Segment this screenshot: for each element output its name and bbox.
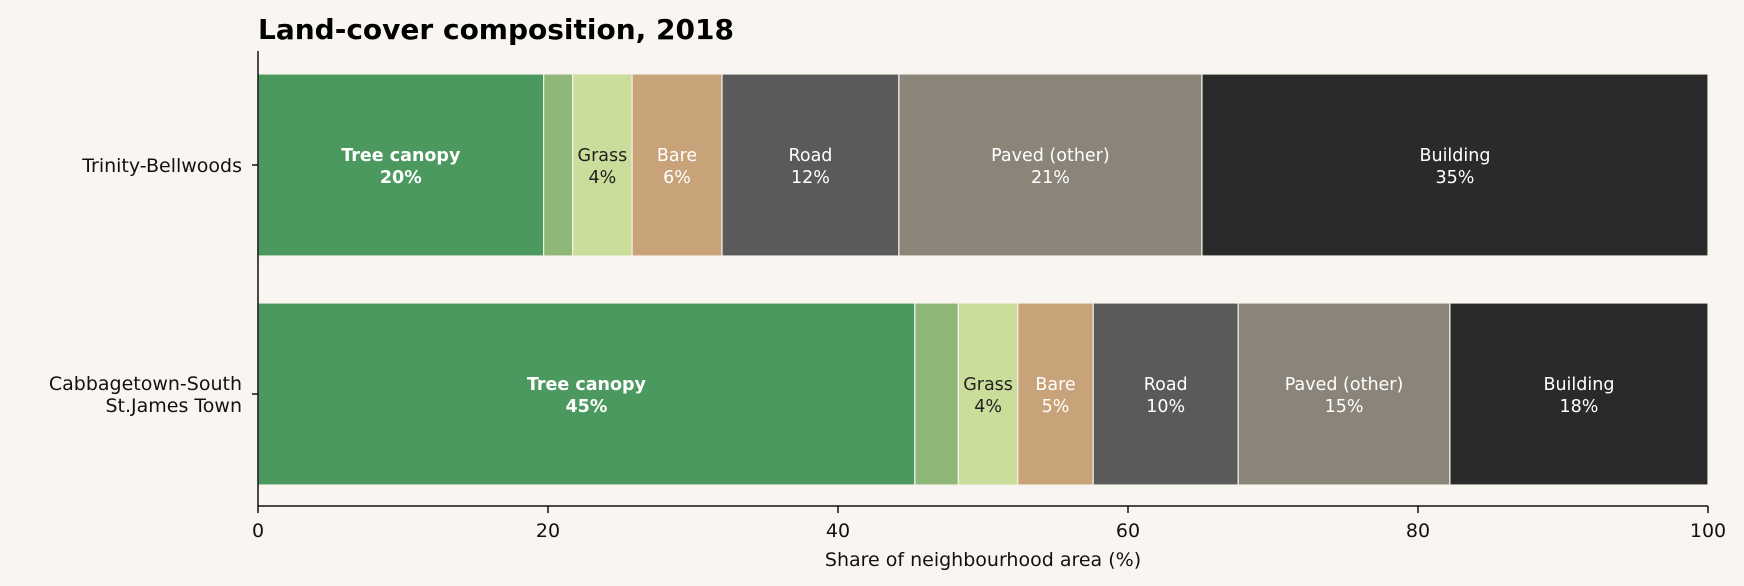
data-label: Road 12% xyxy=(788,146,832,188)
bar-segment-bare-1 xyxy=(1017,302,1094,486)
y-tick-label: Trinity-Bellwoods xyxy=(81,155,242,177)
x-tick-label: 0 xyxy=(252,520,264,542)
bar-segment-paved-other-0 xyxy=(898,73,1203,257)
data-label: Building 18% xyxy=(1543,375,1614,417)
y-ticks: Trinity-Bellwoods Cabbagetown-South St.Jam… xyxy=(49,155,258,417)
data-label: Grass 4% xyxy=(963,375,1013,417)
data-label: Bare 6% xyxy=(657,146,697,188)
data-label: Building 35% xyxy=(1419,146,1490,188)
bar-segment-road-1 xyxy=(1092,302,1239,486)
bar-segment-tree-canopy-1 xyxy=(257,302,916,486)
bar-segment-unlabeled-0 xyxy=(543,73,574,257)
data-label: Paved (other) 15% xyxy=(1285,375,1404,417)
x-tick-label: 80 xyxy=(1406,520,1430,542)
bar-segment-road-0 xyxy=(721,73,900,257)
x-ticks: 0 20 40 60 80 100 xyxy=(252,506,1726,542)
bar-segment-grass-1 xyxy=(957,302,1019,486)
bar-segment-unlabeled-1 xyxy=(914,302,959,486)
x-axis-label: Share of neighbourhood area (%) xyxy=(825,549,1141,571)
bars: Tree canopy 20% Grass 4% Bare 6% Road 12% Paved … xyxy=(257,73,1709,486)
data-label: Tree canopy 45% xyxy=(527,375,647,417)
data-label: Tree canopy 20% xyxy=(341,146,461,188)
x-tick-label: 40 xyxy=(826,520,850,542)
x-tick-label: 60 xyxy=(1116,520,1140,542)
bar-segment-bare-0 xyxy=(631,73,723,257)
bar-segment-grass-0 xyxy=(572,73,633,257)
data-label: Bare 5% xyxy=(1035,375,1075,417)
chart-title: Land-cover composition, 2018 xyxy=(258,13,734,46)
y-tick-label: Cabbagetown-South St.James Town xyxy=(49,373,242,417)
bar-segment-tree-canopy-0 xyxy=(257,73,545,257)
x-tick-label: 100 xyxy=(1690,520,1726,542)
bar-segment-paved-other-1 xyxy=(1237,302,1451,486)
data-label: Road 10% xyxy=(1144,375,1188,417)
data-label: Grass 4% xyxy=(578,146,628,188)
bar-segment-building-1 xyxy=(1449,302,1709,486)
bar-segment-building-0 xyxy=(1201,73,1709,257)
x-tick-label: 20 xyxy=(536,520,560,542)
data-label: Paved (other) 21% xyxy=(991,146,1110,188)
